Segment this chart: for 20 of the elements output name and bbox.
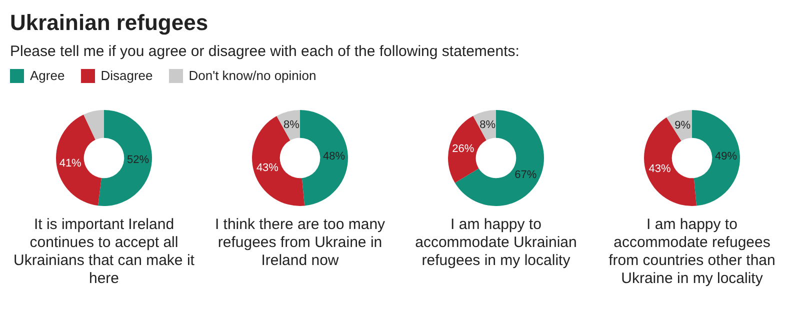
data-label: 41% <box>59 157 82 170</box>
text: I am happy to accommodate Ukrainian refugees in my locality <box>414 216 578 270</box>
text: It is important Ireland continues to accept all Ukrainians that can make it here <box>12 216 196 288</box>
data-label: 9% <box>674 119 691 132</box>
data-label: 67% <box>514 168 537 181</box>
legend-label: Agree <box>30 68 65 83</box>
legend-label: Don't know/no opinion <box>188 68 316 83</box>
data-label: 52% <box>126 154 150 166</box>
legend-label: Disagree <box>100 68 153 83</box>
text: I am happy to accommodate refugees from countries other than Ukraine in my locality <box>608 216 776 288</box>
data-label: 8% <box>283 119 300 132</box>
data-label: 8% <box>480 119 496 131</box>
data-label: 48% <box>323 150 346 162</box>
chart-title: Ukrainian refugees <box>10 10 208 36</box>
data-label: 43% <box>648 162 671 175</box>
chart-subtitle: Please tell me if you agree or disagree with each of the following statements: <box>10 43 520 60</box>
data-label: 43% <box>256 162 279 174</box>
data-label: 49% <box>715 150 738 162</box>
data-label: 26% <box>452 143 474 156</box>
text: I think there are too many refugees from Ukraine in Ireland now <box>214 216 386 270</box>
